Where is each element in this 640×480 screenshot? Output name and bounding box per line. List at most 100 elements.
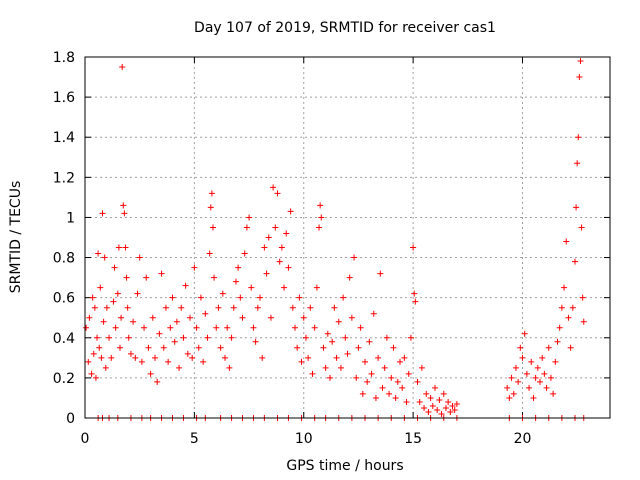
- data-point: [515, 378, 522, 385]
- data-point: [388, 374, 395, 381]
- data-point: [342, 334, 349, 341]
- data-point: [246, 214, 253, 221]
- data-point: [206, 250, 213, 257]
- y-tick-label: 0.8: [53, 251, 75, 267]
- data-point: [89, 294, 96, 301]
- data-point: [278, 244, 285, 251]
- data-point: [410, 244, 417, 251]
- data-point: [211, 274, 218, 281]
- data-point: [346, 274, 353, 281]
- data-point: [108, 354, 115, 361]
- data-point: [537, 378, 543, 385]
- data-point: [213, 324, 220, 331]
- data-point: [434, 406, 441, 413]
- data-point: [572, 258, 578, 265]
- data-point: [366, 338, 373, 345]
- data-point: [447, 408, 454, 415]
- data-point: [575, 134, 582, 141]
- data-point: [252, 338, 259, 345]
- data-point: [348, 314, 355, 321]
- y-tick-label: 1.8: [53, 50, 75, 66]
- x-tick-label: 20: [514, 431, 532, 447]
- data-point: [580, 318, 587, 325]
- data-point: [160, 344, 167, 351]
- data-point: [554, 338, 561, 345]
- data-point: [302, 334, 309, 341]
- data-point: [569, 304, 576, 311]
- data-point: [180, 334, 187, 341]
- data-point: [372, 394, 379, 401]
- chart-title: Day 107 of 2019, SRMTID for receiver cas…: [194, 20, 496, 36]
- data-point: [267, 314, 274, 321]
- data-point: [316, 224, 323, 231]
- data-point: [117, 344, 123, 351]
- x-tick-label: 0: [81, 431, 90, 447]
- data-point: [189, 354, 196, 361]
- data-point: [364, 378, 371, 385]
- data-point: [158, 270, 165, 277]
- data-point: [322, 364, 329, 371]
- data-point: [543, 384, 550, 391]
- data-point: [156, 330, 163, 337]
- data-point: [195, 344, 202, 351]
- data-point: [88, 370, 95, 377]
- data-point: [351, 254, 358, 261]
- data-point: [519, 354, 526, 361]
- data-point: [265, 234, 272, 241]
- data-point: [309, 370, 316, 377]
- data-point: [154, 378, 161, 385]
- data-point: [257, 294, 263, 301]
- data-point: [449, 402, 456, 409]
- data-point: [283, 230, 290, 237]
- data-point: [327, 374, 333, 381]
- data-point: [208, 190, 215, 197]
- data-point: [119, 64, 126, 71]
- data-point: [99, 210, 106, 217]
- data-point: [541, 370, 548, 377]
- data-point: [386, 390, 393, 397]
- data-point: [313, 284, 320, 291]
- data-point: [97, 284, 104, 291]
- data-point: [397, 358, 403, 365]
- data-point: [222, 354, 228, 361]
- data-point: [114, 290, 121, 297]
- data-point: [521, 330, 528, 337]
- data-point: [285, 264, 292, 271]
- y-tick-label: 1.2: [53, 170, 75, 186]
- data-point: [333, 354, 340, 361]
- data-point: [197, 294, 204, 301]
- data-point: [187, 314, 193, 321]
- data-point: [167, 324, 174, 331]
- y-tick-label: 1.4: [53, 130, 75, 146]
- data-point: [550, 390, 557, 397]
- data-point: [85, 358, 92, 365]
- data-point: [92, 374, 99, 381]
- data-point: [248, 284, 255, 291]
- data-point: [375, 354, 382, 361]
- data-point: [324, 330, 331, 337]
- data-point: [517, 344, 524, 351]
- data-point: [412, 298, 419, 305]
- data-point: [95, 250, 102, 257]
- data-point: [112, 324, 119, 331]
- data-point: [294, 344, 301, 351]
- data-point: [162, 304, 169, 311]
- data-point: [579, 294, 586, 301]
- data-point: [120, 202, 127, 209]
- data-point: [504, 384, 511, 391]
- data-point: [102, 364, 109, 371]
- data-point: [261, 244, 268, 251]
- data-point: [145, 344, 152, 351]
- data-point: [532, 374, 539, 381]
- y-axis-label: SRMTID / TECUs: [8, 181, 24, 294]
- data-point: [512, 364, 519, 371]
- y-tick-label: 0: [66, 411, 75, 427]
- data-point: [530, 394, 537, 401]
- data-point: [438, 410, 445, 417]
- data-point: [274, 190, 281, 197]
- data-point: [200, 358, 207, 365]
- x-axis-label: GPS time / hours: [286, 458, 403, 474]
- data-point: [423, 390, 430, 397]
- data-point: [340, 294, 347, 301]
- data-point: [556, 324, 563, 331]
